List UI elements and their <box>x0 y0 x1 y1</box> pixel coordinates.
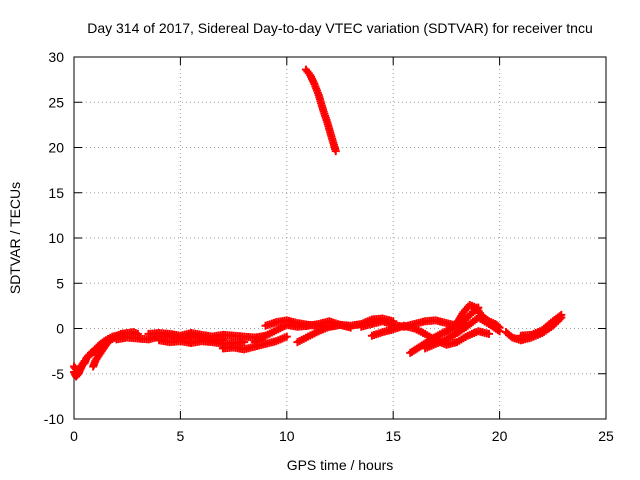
y-tick-label: 10 <box>48 230 64 246</box>
y-tick-label: 5 <box>56 275 64 291</box>
data-point <box>240 338 249 347</box>
data-point <box>495 323 504 332</box>
x-axis-label: GPS time / hours <box>287 457 394 473</box>
data-point <box>494 322 503 331</box>
y-tick-label: 20 <box>48 140 64 156</box>
series-arc-5 <box>144 329 270 342</box>
y-tick-labels: -10 -5 0 5 10 15 20 25 30 <box>44 49 64 427</box>
x-tick-label: 25 <box>598 428 614 444</box>
series-arc-18 <box>301 65 340 156</box>
data-point <box>484 329 493 338</box>
data-point <box>557 310 566 319</box>
data-point <box>331 321 340 330</box>
series-arc-15 <box>442 300 504 336</box>
grid-lines <box>74 57 606 419</box>
y-tick-label: -5 <box>52 366 65 382</box>
y-tick-label: 15 <box>48 185 64 201</box>
x-tick-label: 10 <box>279 428 295 444</box>
y-tick-label: 0 <box>56 321 64 337</box>
y-tick-label: 25 <box>48 94 64 110</box>
x-tick-labels: 0 5 10 15 20 25 <box>70 428 614 444</box>
y-tick-label: -10 <box>44 411 64 427</box>
series-arc-10 <box>293 321 340 347</box>
axis-ticks <box>73 56 607 420</box>
x-tick-label: 5 <box>177 428 185 444</box>
series-arc-7 <box>218 332 291 354</box>
y-tick-label: 30 <box>48 49 64 65</box>
series-arc-2 <box>70 347 100 376</box>
x-tick-label: 0 <box>70 428 78 444</box>
data-point <box>282 332 291 341</box>
data-points <box>70 65 566 381</box>
x-tick-label: 20 <box>492 428 508 444</box>
data-point <box>331 147 340 156</box>
x-tick-label: 15 <box>385 428 401 444</box>
y-axis-label: SDTVAR / TECUs <box>7 182 23 294</box>
chart-title: Day 314 of 2017, Sidereal Day-to-day VTE… <box>87 20 593 36</box>
series-arc-17 <box>516 310 566 340</box>
